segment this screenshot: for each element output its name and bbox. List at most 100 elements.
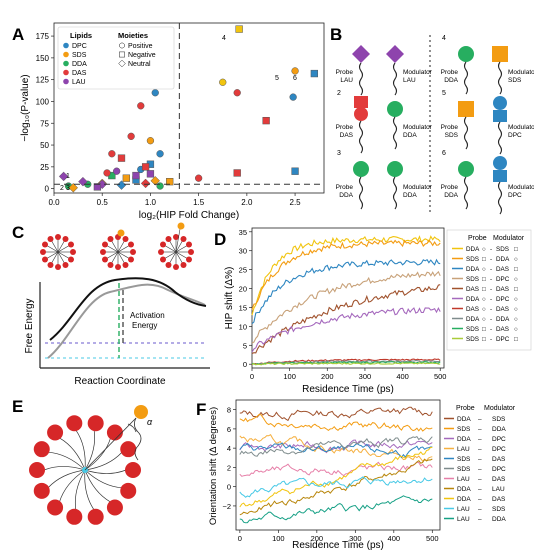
micelle-tail [57, 245, 70, 253]
legend-lipids-title: Lipids [70, 31, 92, 40]
panel-b: B 1ProbeLAUModulatorLAU2ProbeDASModulato… [330, 25, 534, 215]
legend-dash-d: - [490, 296, 492, 303]
panel-d: D 0 100 200 300 400 500 0 5 10 15 20 25 30 35 HIP shi… [214, 227, 532, 395]
micelle-headgroup [47, 261, 54, 268]
panel-e: E α [12, 397, 153, 525]
molecule-number: 1 [337, 35, 341, 42]
micelle-headgroup [127, 241, 134, 248]
legend-mod-d: DDA [496, 316, 510, 323]
probe-label: Probe [336, 124, 354, 131]
legend-probe-f: LAU [457, 446, 470, 453]
lipid-tail [392, 176, 398, 210]
lipid-tail [497, 61, 503, 95]
series-line [251, 358, 441, 366]
lipid-tail [463, 176, 469, 210]
micelle-tail [106, 245, 119, 253]
micelle-tail [57, 251, 65, 264]
micelle-headgroup [55, 264, 61, 270]
micelle-headgroup [107, 236, 114, 243]
legend-dash-d: - [490, 336, 492, 343]
micelle-tail [117, 251, 130, 259]
legend-probe-d: SDS [466, 276, 479, 283]
annotation-2: 2 [60, 185, 64, 192]
legend-label-lipid: DDA [72, 61, 87, 68]
energy-curve-gray [47, 283, 206, 359]
legend-dash-f: – [478, 496, 482, 503]
micelle-tail [84, 429, 95, 471]
legend-probe-shape-d: □ [482, 326, 486, 333]
micelle-headgroup [160, 241, 167, 248]
series-line [239, 435, 433, 457]
headgroup-square [493, 170, 507, 182]
legend-probe-d: DAS [466, 286, 479, 293]
probe-tail [175, 228, 181, 253]
scatter-point [108, 150, 116, 158]
scatter-point [310, 69, 319, 78]
legend-probe-f: DDA [457, 486, 471, 493]
plot-frame-d [251, 227, 445, 369]
annotation-3: 3 [66, 185, 70, 192]
lipid-tail [463, 61, 469, 95]
probe-name: DDA [339, 192, 353, 199]
micelle-headgroup [87, 508, 104, 525]
legend-probe-shape-d: □ [482, 336, 486, 343]
micelle-tail [46, 245, 59, 253]
micelle-headgroup [62, 236, 69, 243]
series-line [251, 239, 441, 310]
legend-mod-d: SDS [496, 246, 509, 253]
micelle-tail [164, 245, 177, 253]
panel-letter-f: F [196, 400, 206, 419]
micelle-tail [59, 437, 86, 471]
micelle-headgroup [130, 249, 136, 255]
legend-probe-f: DDA [457, 416, 471, 423]
probe-label: Probe [441, 184, 459, 191]
lipid-tail [358, 62, 364, 96]
legend-probe-f: SDS [457, 456, 471, 463]
legend-dash-f: – [478, 486, 482, 493]
scatter-point [122, 174, 130, 182]
legend-mod-shape-d: ○ [514, 256, 518, 263]
legend-dash-f: – [478, 426, 482, 433]
probe-name: DDA [444, 192, 458, 199]
legend-box-a [57, 26, 175, 90]
micelle-headgroup [47, 424, 64, 441]
micelle-headgroup [122, 236, 129, 243]
micelle-tail [46, 251, 59, 259]
legend-mod-shape-d: ○ [514, 316, 518, 323]
y-tick-label-d: 30 [239, 247, 247, 256]
scatter-point [117, 154, 126, 162]
x-tick-label-a: 1.5 [193, 198, 205, 207]
scatter-point [127, 132, 135, 140]
series-line [239, 446, 433, 508]
micelle-headgroup [165, 236, 172, 243]
scatter-point [58, 171, 69, 182]
legend-probe-f: LAU [457, 516, 470, 523]
micelle-tail [106, 251, 119, 259]
lipid-tail [392, 62, 398, 96]
micelle-headgroup [67, 241, 74, 248]
y-tick-label-a: 150 [36, 54, 50, 63]
legend-probe-d: SDS [466, 256, 479, 263]
legend-probe-f: SDS [457, 466, 471, 473]
micelle-headgroup [42, 241, 49, 248]
micelle-tail [75, 429, 86, 471]
probe-label: Probe [336, 69, 354, 76]
legend-moieties-title: Moieties [118, 31, 148, 40]
micelle-headgroup [66, 415, 83, 432]
micelle-tail [57, 240, 65, 253]
micelle-headgroup [70, 249, 76, 255]
legend-mod-d: DAS [496, 306, 509, 313]
x-tick-label-d: 0 [250, 372, 254, 381]
micelle-headgroup [102, 241, 109, 248]
headgroup-diamond [386, 45, 404, 63]
legend-dash-d: - [490, 256, 492, 263]
x-tick-label-f: 500 [426, 534, 439, 543]
headgroup-circle [387, 101, 403, 117]
x-tick-label-a: 0.0 [48, 198, 60, 207]
micelle-tail [84, 437, 111, 471]
legend-label-moiety: Negative [128, 52, 156, 59]
scatter-point [289, 93, 297, 101]
scatter-point [150, 176, 161, 186]
legend-mod-f: LAU [492, 486, 505, 493]
legend-probe-f: SDS [457, 426, 471, 433]
